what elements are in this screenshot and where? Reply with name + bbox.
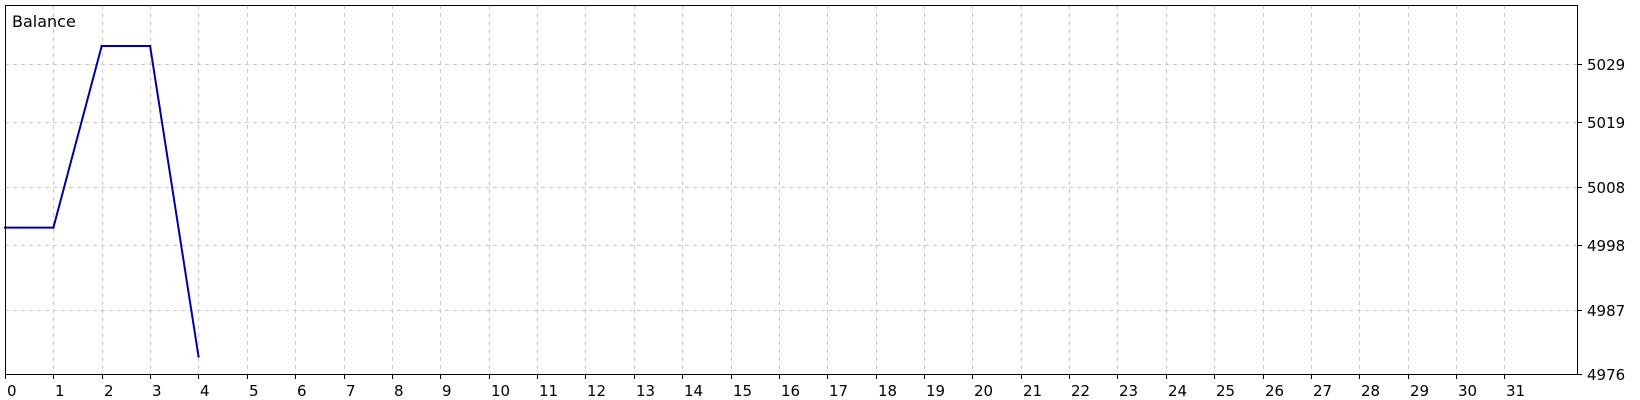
- x-tick-label: 23: [1119, 382, 1138, 400]
- balance-point: [52, 226, 55, 229]
- x-tick-label: 28: [1361, 382, 1380, 400]
- y-tick-label: 4998: [1587, 237, 1625, 255]
- x-tick-label: 20: [974, 382, 993, 400]
- plot-frame: [5, 5, 1578, 375]
- y-axis: 4976 4987 4998 5008 5019 5029: [1577, 56, 1625, 384]
- x-tick-label: 7: [346, 382, 356, 400]
- x-tick-label: 10: [491, 382, 510, 400]
- x-tick-label: 13: [636, 382, 655, 400]
- x-tick-label: 12: [587, 382, 606, 400]
- y-tick-label: 5019: [1587, 114, 1625, 132]
- x-tick-label: 29: [1410, 382, 1429, 400]
- x-tick-label: 6: [297, 382, 307, 400]
- balance-point: [100, 44, 103, 48]
- x-tick-label: 31: [1506, 382, 1525, 400]
- x-tick-label: 1: [55, 382, 65, 400]
- x-tick-label: 4: [200, 382, 210, 400]
- x-tick-label: 22: [1071, 382, 1090, 400]
- x-tick-label: 0: [7, 382, 17, 400]
- x-tick-label: 14: [684, 382, 703, 400]
- x-tick-label: 25: [1216, 382, 1235, 400]
- chart-title: Balance: [12, 12, 76, 31]
- x-tick-label: 15: [733, 382, 752, 400]
- y-tick-label: 5029: [1587, 56, 1625, 74]
- x-tick-label: 5: [249, 382, 259, 400]
- gridlines: [5, 5, 1577, 374]
- x-tick-label: 3: [152, 382, 162, 400]
- x-tick-label: 18: [878, 382, 897, 400]
- x-tick-label: 26: [1265, 382, 1284, 400]
- x-tick-label: 8: [394, 382, 404, 400]
- x-tick-label: 21: [1023, 382, 1042, 400]
- x-tick-label: 2: [104, 382, 114, 400]
- y-tick-label: 4987: [1587, 302, 1625, 320]
- x-tick-label: 30: [1458, 382, 1477, 400]
- x-axis: 0 1 2 3 4 5 6 7 8 9 10 11 12 13 14 15 16 17 18 19 20 21 22 23 24…: [5, 374, 1525, 400]
- x-tick-label: 17: [829, 382, 848, 400]
- x-tick-label: 16: [781, 382, 800, 400]
- balance-point: [197, 355, 200, 358]
- x-tick-label: 27: [1313, 382, 1332, 400]
- x-tick-label: 24: [1168, 382, 1187, 400]
- x-tick-label: 9: [442, 382, 452, 400]
- y-tick-label: 4976: [1587, 366, 1625, 384]
- series-group: [3, 44, 200, 358]
- x-tick-label: 11: [539, 382, 558, 400]
- balance-point: [148, 44, 152, 48]
- y-tick-label: 5008: [1587, 179, 1625, 197]
- x-tick-label: 19: [926, 382, 945, 400]
